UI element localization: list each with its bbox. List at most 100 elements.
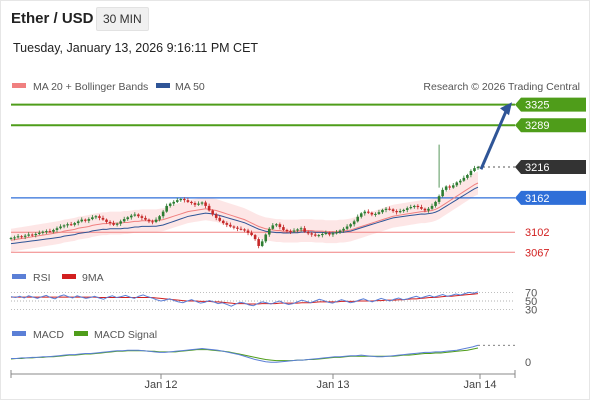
candle-body — [34, 233, 38, 236]
candle-body — [73, 223, 76, 225]
rsi-ma-legend-swatch — [62, 274, 76, 279]
candle-body — [137, 214, 140, 217]
candle-body — [405, 208, 409, 210]
candle-body — [289, 231, 292, 233]
candle-body — [271, 225, 275, 229]
candle-body — [168, 203, 172, 206]
resistance-label: 3325 — [525, 100, 549, 112]
time-tick-label: Jan 14 — [463, 379, 496, 391]
candle-body — [129, 215, 133, 218]
rsi-level-label: 70 — [525, 287, 537, 299]
current-label: 3216 — [525, 162, 549, 174]
candle-body — [328, 232, 331, 235]
macd-legend: MACD MACD Signal — [12, 329, 157, 341]
candle-body — [30, 234, 34, 236]
candle-body — [398, 211, 402, 213]
macd-legend-label: MACD — [33, 329, 64, 341]
candle-body — [218, 217, 222, 221]
candle-body — [391, 209, 395, 212]
candle-body — [352, 221, 356, 225]
candle-body — [165, 205, 168, 212]
candle-body — [448, 186, 451, 188]
candle-body — [423, 208, 427, 211]
candle-body — [331, 233, 335, 235]
candle-body — [427, 208, 430, 211]
candle-body — [409, 207, 413, 209]
candle-body — [27, 234, 30, 236]
resistance-label-tag — [515, 97, 586, 112]
candle-body — [91, 217, 94, 220]
support-label: 3102 — [525, 227, 549, 239]
candle-body — [377, 212, 381, 214]
pivot-label-tag — [515, 190, 586, 205]
candle-body — [317, 235, 321, 237]
candle-body — [122, 219, 126, 222]
candle-body — [52, 229, 55, 232]
candle-body — [473, 168, 476, 171]
candle-body — [296, 229, 299, 231]
candle-body — [335, 232, 338, 234]
research-credit: Research © 2026 Trading Central — [423, 81, 580, 93]
macd-signal-legend-label: MACD Signal — [94, 329, 157, 341]
candle-body — [324, 232, 328, 234]
candle-body — [207, 205, 211, 211]
time-axis: Jan 12 Jan 13 Jan 14 — [10, 370, 516, 391]
candle-body — [437, 196, 441, 202]
candle-body — [158, 216, 161, 220]
bollinger-band — [11, 171, 478, 252]
resistance-label: 3289 — [525, 120, 549, 132]
candle-body — [62, 225, 66, 227]
price-legend: MA 20 + Bollinger Bands MA 50 Research ©… — [12, 81, 580, 93]
candle-body — [476, 166, 480, 169]
candle-body — [59, 226, 62, 229]
timeframe-button[interactable]: 30 MIN — [96, 7, 149, 31]
candle-body — [9, 237, 13, 239]
candle-body — [363, 211, 367, 214]
candle-body — [190, 201, 193, 204]
candle-body — [112, 223, 115, 225]
candle-body — [420, 207, 423, 209]
candle-body — [321, 233, 324, 236]
candle-body — [98, 216, 101, 218]
candle-body — [388, 208, 391, 210]
candle-body — [278, 224, 282, 228]
bollinger-band-area — [11, 171, 478, 252]
candle-body — [161, 211, 165, 217]
candle-body — [126, 217, 130, 220]
candle-body — [225, 223, 229, 225]
candle-body — [402, 209, 406, 212]
price-level-labels: 3325 3289 3216 3162 3102 3067 — [515, 97, 586, 259]
macd-legend-swatch — [12, 331, 26, 336]
macd-line — [11, 344, 479, 363]
candle-body — [41, 231, 45, 233]
candle-body — [370, 212, 374, 215]
time-tick-label: Jan 13 — [316, 379, 349, 391]
candle-body — [395, 211, 398, 213]
candle-body — [69, 224, 73, 226]
candle-body — [359, 213, 363, 217]
candle-body — [221, 220, 225, 224]
moving-averages — [10, 182, 479, 245]
candle-body — [115, 223, 119, 225]
candle-body — [204, 202, 207, 206]
candle-body — [342, 228, 345, 231]
candle-body — [45, 231, 48, 233]
candle-body — [275, 224, 278, 226]
ma20-line — [10, 182, 479, 241]
candle-body — [413, 205, 416, 208]
candle-body — [101, 217, 105, 220]
rsi-level-label: 50 — [525, 296, 537, 308]
candle-body — [349, 224, 352, 227]
candle-body — [87, 219, 91, 221]
current-label-tag — [515, 159, 586, 174]
candlesticks — [9, 144, 480, 249]
candle-body — [16, 236, 20, 238]
candle-body — [451, 185, 455, 188]
candle-body — [285, 229, 289, 232]
candle-body — [282, 227, 285, 230]
candle-body — [384, 208, 388, 210]
candle-body — [83, 219, 87, 221]
candle-body — [175, 200, 179, 202]
candle-body — [133, 214, 137, 216]
